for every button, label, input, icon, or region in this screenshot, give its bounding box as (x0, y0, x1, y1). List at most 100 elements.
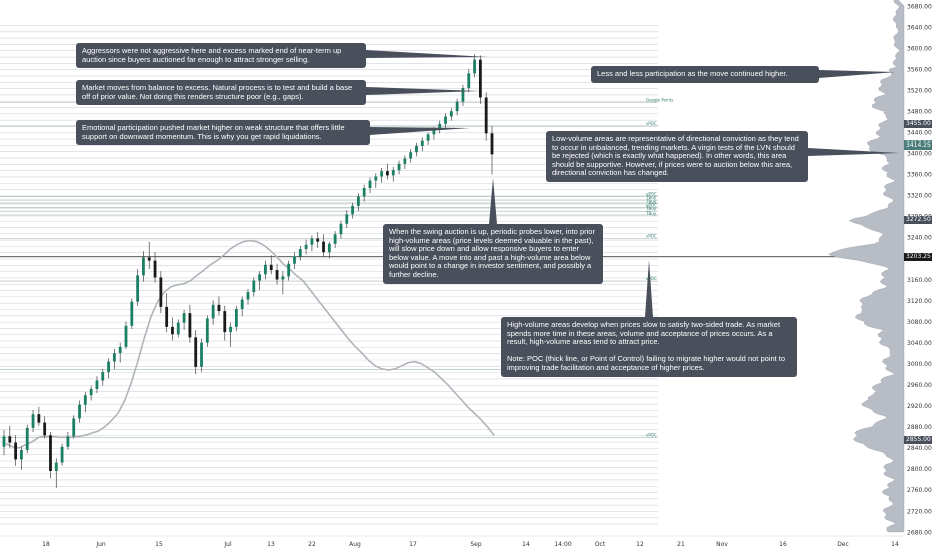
candle-body (107, 361, 110, 373)
candle-body (362, 187, 366, 197)
candle (484, 92, 488, 141)
candle-body (223, 311, 227, 333)
candle (333, 231, 337, 248)
volume-profile (828, 0, 905, 533)
candle-body (426, 134, 430, 141)
candle-body (403, 158, 407, 164)
pointer-excess (366, 50, 488, 58)
candle (322, 234, 325, 257)
candle-body (438, 123, 442, 130)
annotation-balance-to-excess: Market moves from balance to excess. Nat… (76, 80, 366, 106)
candle (316, 232, 320, 248)
x-tick-label: 22 (308, 541, 316, 548)
y-tick-label: 3480.00 (907, 109, 932, 116)
candle (101, 368, 105, 386)
candle (37, 406, 41, 426)
candle-body (188, 313, 192, 338)
candle-body (205, 318, 209, 343)
candle (258, 271, 262, 291)
candle-body (72, 418, 76, 437)
x-tick-label: 14:00 (554, 541, 571, 548)
candle-body (281, 276, 285, 280)
reference-level-label: vPOC (646, 191, 657, 196)
candle-body (327, 243, 331, 253)
y-tick-label: 3160.00 (907, 277, 932, 284)
x-tick-label: Sep (470, 541, 482, 548)
candle (351, 202, 354, 219)
annotation-low-volume-areas: Low-volume areas are representative of d… (546, 131, 808, 182)
candle-body (444, 116, 447, 124)
candle (287, 260, 291, 281)
candle (374, 173, 378, 188)
candle-body (118, 346, 122, 354)
candle (327, 241, 331, 259)
candle-body (124, 325, 128, 347)
candle (339, 220, 343, 239)
candle-body (147, 257, 151, 261)
candle (107, 358, 110, 379)
candle-body (25, 427, 29, 450)
candle-body (83, 395, 87, 405)
candle-body (112, 353, 116, 362)
y-tick-label: 2760.00 (907, 487, 932, 494)
candle-body (2, 436, 6, 447)
candle-body (37, 414, 41, 423)
x-tick-label: 14 (891, 541, 899, 548)
candle (478, 55, 482, 104)
candle (78, 400, 81, 423)
candle-body (49, 435, 52, 471)
candle-body (368, 180, 372, 188)
candle-body (78, 404, 81, 419)
y-tick-label: 2720.00 (907, 508, 932, 515)
candle (380, 168, 384, 183)
candle (345, 210, 349, 228)
candle (403, 155, 407, 170)
candle (368, 177, 372, 194)
reference-level-label: Google Points (646, 97, 673, 102)
candle (130, 298, 134, 329)
reference-level-label: vPOC (646, 276, 657, 281)
candle-body (89, 388, 93, 396)
candle-body (136, 275, 140, 302)
candle (415, 142, 418, 157)
candle-body (298, 249, 302, 257)
candle (310, 235, 314, 252)
candle (264, 260, 267, 280)
candle (223, 305, 227, 341)
y-tick-label: 3680.00 (907, 3, 932, 10)
y-tick-label: 3600.00 (907, 45, 932, 52)
candle (95, 376, 99, 394)
y-tick-label: 3000.00 (907, 361, 932, 368)
candle (153, 252, 157, 283)
candle-body (159, 277, 163, 307)
candle (490, 125, 494, 175)
x-tick-label: 21 (677, 541, 685, 548)
y-tick-label: 2800.00 (907, 466, 932, 473)
x-tick-label: Jun (95, 541, 106, 548)
y-tick-label: 2920.00 (907, 403, 932, 410)
candle (391, 166, 395, 182)
candle (136, 269, 140, 306)
candle (194, 330, 198, 375)
candle (31, 409, 35, 433)
x-tick-label: Aug (349, 541, 361, 548)
candle-body (165, 306, 169, 327)
y-tick-label: 3360.00 (907, 172, 932, 179)
price-badge: 2855.00 (904, 435, 932, 444)
candle (60, 443, 64, 466)
candle-body (66, 436, 70, 447)
candle-body (490, 133, 494, 155)
candle-body (60, 446, 64, 463)
candlestick-series (2, 54, 494, 488)
candle (426, 132, 430, 145)
price-badge: 3414.25 (904, 141, 932, 150)
x-tick-label: Nov (716, 541, 728, 548)
candle (281, 271, 285, 295)
candle (252, 277, 256, 297)
candle-body (409, 152, 413, 159)
candle (455, 98, 459, 116)
reference-level-label: vPOC (646, 202, 657, 207)
candle-body (316, 238, 320, 242)
candle (461, 84, 465, 106)
y-tick-label: 3560.00 (907, 66, 932, 73)
